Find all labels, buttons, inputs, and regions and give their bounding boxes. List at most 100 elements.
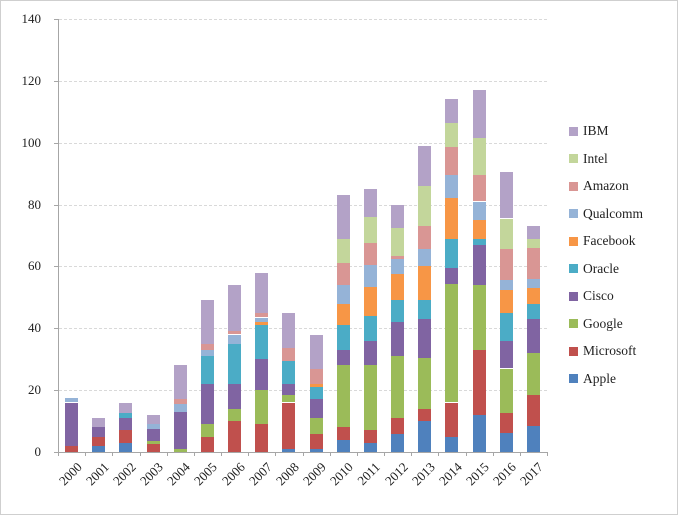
bar-segment-2010-ibm xyxy=(336,195,350,239)
bar-segment-2017-amazon xyxy=(526,247,540,279)
bar-segment-2008-apple xyxy=(282,448,296,452)
bar-segment-2012-qualcomm xyxy=(391,258,405,275)
bar-segment-2012-facebook xyxy=(391,274,405,301)
bar-segment-2002-apple xyxy=(119,442,133,452)
bar-segment-2008-cisco xyxy=(282,384,296,395)
legend-swatch-amazon xyxy=(569,181,578,191)
bar-segment-2010-apple xyxy=(336,439,350,452)
bar-segment-2008-amazon xyxy=(282,348,296,361)
bar-segment-2010-microsoft xyxy=(336,427,350,440)
bar-segment-2004-google xyxy=(173,448,187,452)
bar-segment-2015-qualcomm xyxy=(472,201,486,221)
bar-segment-2015-facebook xyxy=(472,220,486,239)
bar-segment-2010-google xyxy=(336,365,350,428)
bar-segment-2007-google xyxy=(255,390,269,425)
legend-label-google: Google xyxy=(583,315,623,331)
x-axis-line xyxy=(54,452,547,453)
bar-segment-2009-oracle xyxy=(309,387,323,400)
x-tick-16 xyxy=(492,452,494,456)
legend-item-intel: Intel xyxy=(569,151,643,167)
bar-segment-2004-cisco xyxy=(173,411,187,449)
bar-segment-2013-intel xyxy=(418,186,432,227)
bar-segment-2013-oracle xyxy=(418,300,432,319)
legend: IBM Intel Amazon Qualcomm Facebook Oracle Cisc… xyxy=(569,123,643,398)
bar-segment-2016-qualcomm xyxy=(499,280,513,290)
legend-swatch-oracle xyxy=(569,264,578,273)
legend-swatch-intel xyxy=(569,154,578,163)
bar-segment-2011-qualcomm xyxy=(363,264,377,287)
y-tick-140 xyxy=(54,19,58,20)
bar-segment-2010-facebook xyxy=(336,303,350,326)
bar-segment-2010-qualcomm xyxy=(336,285,350,304)
bar-segment-2015-ibm xyxy=(472,90,486,138)
bar-segment-2012-ibm xyxy=(391,204,405,228)
bar-segment-2016-oracle xyxy=(499,312,513,341)
bar-segment-2011-apple xyxy=(363,442,377,452)
bar-segment-2017-apple xyxy=(526,425,540,452)
x-tick-11 xyxy=(356,452,358,456)
legend-item-facebook: Facebook xyxy=(569,233,643,249)
bar-segment-2001-apple xyxy=(92,445,106,452)
y-axis-label-60: 60 xyxy=(28,258,41,274)
bar-segment-2008-oracle xyxy=(282,360,296,384)
bar-segment-2011-google xyxy=(363,365,377,431)
x-tick-12 xyxy=(384,452,385,456)
gridline-140 xyxy=(59,19,547,20)
bar-segment-2015-oracle xyxy=(472,238,486,245)
legend-swatch-apple xyxy=(569,374,578,383)
legend-label-microsoft: Microsoft xyxy=(583,343,637,358)
legend-item-google: Google xyxy=(569,316,643,332)
bar-segment-2003-cisco xyxy=(146,428,160,442)
bar-segment-2013-cisco xyxy=(418,319,432,358)
y-axis-label-100: 100 xyxy=(21,134,42,150)
bar-segment-2008-google xyxy=(282,394,296,403)
gridline-120 xyxy=(59,80,547,82)
bar-segment-2015-cisco xyxy=(472,244,486,285)
y-tick-120 xyxy=(54,80,58,82)
y-tick-40 xyxy=(54,328,58,330)
bar-segment-2010-intel xyxy=(336,238,350,264)
bar-segment-2007-ibm xyxy=(255,272,269,313)
bar-segment-2006-ibm xyxy=(228,285,242,332)
bar-segment-2003-qualcomm xyxy=(146,424,160,429)
bar-segment-2015-amazon xyxy=(472,175,486,202)
bar-segment-2011-amazon xyxy=(363,243,377,265)
x-tick-10 xyxy=(329,452,331,456)
gridline-80 xyxy=(59,204,547,206)
bar-segment-2011-oracle xyxy=(363,315,377,341)
x-tick-14 xyxy=(438,452,440,456)
bar-segment-2006-cisco xyxy=(228,384,242,409)
legend-item-apple: Apple xyxy=(569,371,643,387)
bar-segment-2005-oracle xyxy=(200,356,214,384)
bar-segment-2017-oracle xyxy=(526,303,540,319)
bar-segment-2010-oracle xyxy=(336,325,350,350)
bar-segment-2009-facebook xyxy=(309,384,323,388)
x-tick-4 xyxy=(166,452,168,456)
gridline-60 xyxy=(59,266,547,268)
bar-segment-2005-cisco xyxy=(200,384,214,425)
bar-segment-2003-ibm xyxy=(146,414,160,425)
bar-segment-2011-ibm xyxy=(363,189,377,217)
gridline-40 xyxy=(59,328,547,330)
bar-segment-2005-microsoft xyxy=(200,436,214,452)
legend-swatch-qualcomm xyxy=(569,209,578,218)
bar-segment-2011-intel xyxy=(363,216,377,244)
legend-label-intel: Intel xyxy=(583,150,608,166)
bar-segment-2002-cisco xyxy=(119,418,133,431)
bar-segment-2000-qualcomm xyxy=(65,397,79,403)
bar-segment-2015-apple xyxy=(472,414,486,452)
bar-segment-2017-facebook xyxy=(526,288,540,304)
bar-segment-2014-microsoft xyxy=(445,402,459,437)
bar-segment-2011-cisco xyxy=(363,340,377,366)
x-tick-9 xyxy=(302,452,304,456)
bar-segment-2013-facebook xyxy=(418,266,432,301)
bar-segment-2014-apple xyxy=(445,436,459,452)
y-tick-80 xyxy=(54,204,58,206)
bar-segment-2013-microsoft xyxy=(418,408,432,422)
bar-segment-2001-microsoft xyxy=(92,436,106,446)
legend-item-qualcomm: Qualcomm xyxy=(569,206,643,222)
bar-segment-2004-ibm xyxy=(173,365,187,400)
bar-segment-2014-amazon xyxy=(445,147,459,176)
bar-segment-2017-qualcomm xyxy=(526,278,540,289)
